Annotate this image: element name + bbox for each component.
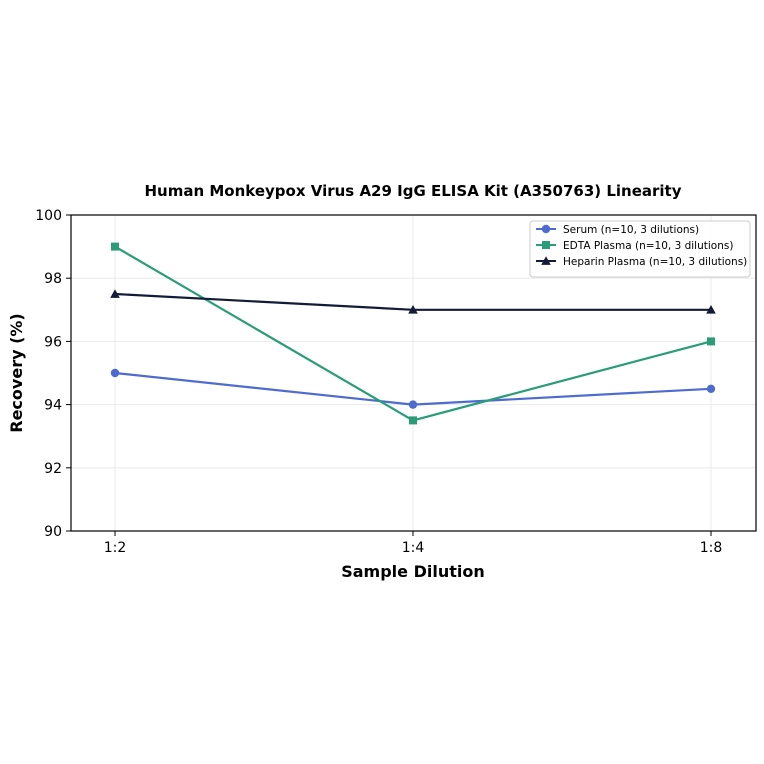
data-point <box>111 242 119 251</box>
legend-item: Heparin Plasma (n=10, 3 dilutions) <box>536 256 747 268</box>
x-tick-label: 1:8 <box>700 540 723 556</box>
x-tick-label: 1:4 <box>402 540 425 556</box>
series-1 <box>110 368 716 409</box>
y-axis-label: Recovery (%) <box>7 313 26 432</box>
series-layer <box>110 242 716 425</box>
legend-label: Heparin Plasma (n=10, 3 dilutions) <box>563 256 747 268</box>
legend-item: Serum (n=10, 3 dilutions) <box>536 224 699 236</box>
chart-title: Human Monkeypox Virus A29 IgG ELISA Kit … <box>144 182 681 200</box>
y-tick-label: 96 <box>44 334 62 350</box>
legend-item: EDTA Plasma (n=10, 3 dilutions) <box>536 240 733 252</box>
data-point <box>706 305 716 314</box>
y-tick-label: 90 <box>44 524 62 540</box>
y-tick-label: 92 <box>44 461 62 477</box>
x-axis-label: Sample Dilution <box>341 562 485 581</box>
series-2 <box>111 242 715 425</box>
legend-box <box>529 220 751 278</box>
data-point <box>408 305 418 314</box>
y-tick-label: 98 <box>44 271 62 287</box>
data-point <box>409 416 417 425</box>
data-point <box>110 368 120 378</box>
data-point <box>110 289 120 298</box>
data-point <box>706 384 716 393</box>
data-point <box>408 400 418 409</box>
series-3 <box>110 289 716 314</box>
legend-label: Serum (n=10, 3 dilutions) <box>563 224 699 236</box>
legend: Serum (n=10, 3 dilutions) EDTA Plasma (n=… <box>529 220 751 278</box>
legend-marker <box>542 241 550 249</box>
y-tick-label: 100 <box>35 208 62 224</box>
x-tick-label: 1:2 <box>104 540 127 556</box>
legend-marker <box>541 224 551 234</box>
y-tick-label: 94 <box>44 398 62 414</box>
data-point <box>707 337 715 346</box>
axes: 90 92 94 96 98 100 1:2 1:4 1:8 <box>35 208 722 556</box>
legend-marker <box>541 256 551 265</box>
legend-label: EDTA Plasma (n=10, 3 dilutions) <box>563 240 733 252</box>
